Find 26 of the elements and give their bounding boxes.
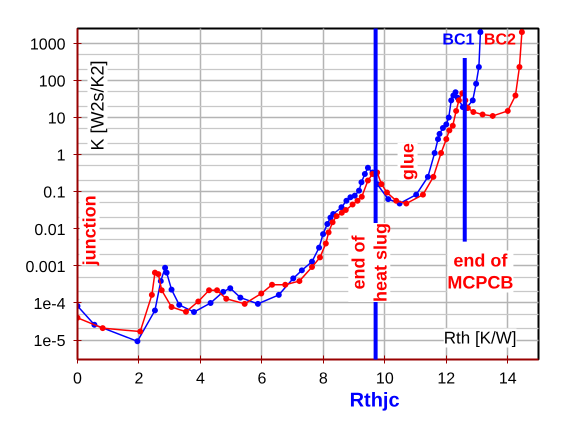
y-tick-label: 0.001	[25, 258, 66, 276]
y-tick-label: 1e-5	[33, 333, 66, 350]
y-tick-label: 0.1	[43, 184, 66, 202]
series-label: BC1	[442, 32, 475, 48]
series-label: BC2	[484, 32, 516, 48]
x-tick-label: 8	[318, 370, 328, 388]
x-tick-label: 2	[134, 370, 144, 388]
y-tick-label: 1e-4	[33, 296, 66, 313]
annotation: glue	[398, 143, 418, 180]
x-tick-label: 4	[196, 370, 205, 388]
y-tick-label: 0.01	[34, 222, 66, 239]
x-tick-label: 14	[498, 370, 517, 388]
y-tick-label: 1	[56, 148, 66, 165]
y-tick-label: 100	[38, 73, 66, 90]
x-axis-title: Rth [K/W]	[444, 328, 517, 348]
x-tick-label: 12	[437, 370, 456, 388]
y-tick-label: 10	[48, 110, 66, 128]
annotation: junction	[79, 195, 100, 266]
annotation: end of MCPCB	[447, 250, 514, 292]
annotation: end of heat slug	[348, 223, 390, 302]
y-axis-title: K [W2s/K2]	[88, 60, 108, 151]
x-tick-label: 6	[257, 370, 266, 388]
x-tick-label: 0	[73, 370, 82, 388]
x-tick-label: 10	[376, 370, 394, 388]
y-tick-label: 1000	[30, 36, 66, 54]
ref-line-label: Rthjc	[350, 390, 400, 412]
